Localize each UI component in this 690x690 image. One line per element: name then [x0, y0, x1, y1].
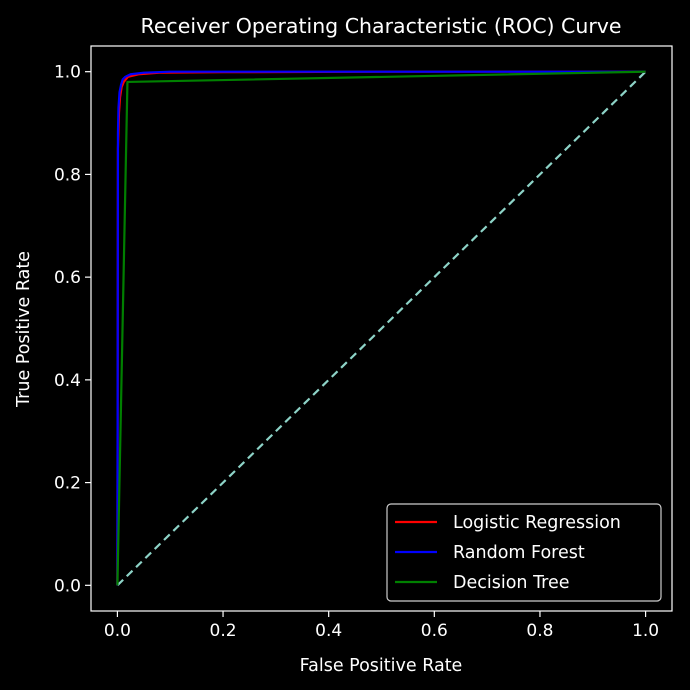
- legend-box: [386, 503, 662, 602]
- x-tick-label: 1.0: [632, 621, 659, 641]
- y-tick-label: 0.8: [54, 165, 81, 185]
- y-tick-label: 0.4: [54, 371, 81, 391]
- series-line-random-forest: [116, 70, 646, 586]
- legend: Logistic Regression Random Forest Decision…: [386, 503, 662, 602]
- x-axis-label: False Positive Rate: [300, 656, 463, 676]
- axes-frame: [90, 45, 673, 612]
- legend-label-random-forest: Random Forest: [453, 543, 585, 563]
- y-axis: 0.0 0.2 0.4 0.6 0.8 1.0: [54, 63, 91, 596]
- y-tick-label: 0.2: [54, 474, 81, 494]
- y-axis-label: True Positive Rate: [14, 251, 34, 408]
- series-line-diagonal-reference: [116, 70, 647, 587]
- x-tick-label: 0.6: [421, 621, 448, 641]
- legend-label-logistic-regression: Logistic Regression: [453, 513, 621, 533]
- x-tick-label: 0.4: [315, 621, 342, 641]
- x-axis: 0.0 0.2 0.4 0.6 0.8 1.0: [104, 611, 659, 641]
- x-tick-label: 0.0: [104, 621, 131, 641]
- x-tick-label: 0.2: [210, 621, 237, 641]
- y-tick-label: 0.6: [54, 268, 81, 288]
- y-tick-label: 1.0: [54, 63, 81, 83]
- y-tick-label: 0.0: [54, 576, 81, 596]
- chart-title: Receiver Operating Characteristic (ROC) …: [141, 14, 622, 38]
- series-line-decision-tree: [116, 70, 646, 586]
- x-tick-label: 0.8: [526, 621, 553, 641]
- legend-label-decision-tree: Decision Tree: [453, 573, 570, 593]
- plot-area: [116, 70, 647, 587]
